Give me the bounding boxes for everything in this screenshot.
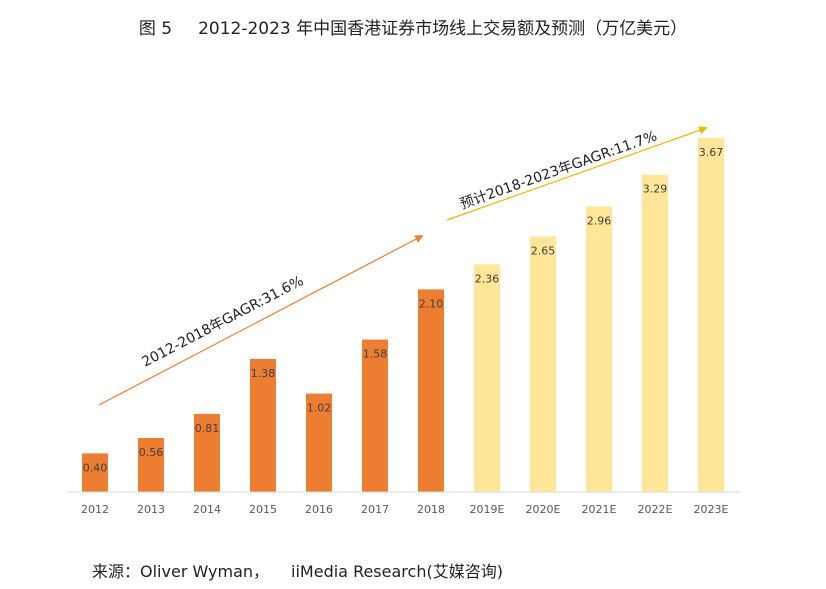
- data-label-2022e: 3.29: [643, 183, 668, 196]
- x-tick-2015: 2015: [249, 503, 277, 516]
- bars-layer: 0.40 0.56 0.81 1.38 1.02 1.58 2.10 2.36 2.65 2.96…: [82, 138, 724, 492]
- source-item-iimedia: iiMedia Research(艾媒咨询): [291, 562, 503, 581]
- growth-arrow-2018-2023: [446, 126, 708, 221]
- x-tick-2020e: 2020E: [526, 503, 561, 516]
- x-tick-2017: 2017: [361, 503, 389, 516]
- x-tick-2013: 2013: [137, 503, 165, 516]
- bar-2012: [82, 453, 108, 492]
- data-label-2020e: 2.65: [531, 244, 556, 257]
- bar-2023e: [698, 138, 724, 492]
- data-label-2015: 1.38: [251, 367, 276, 380]
- bar-2016: [306, 393, 332, 492]
- cagr-label-actual: 2012-2018年GAGR:31.6%: [139, 273, 306, 370]
- x-tick-2023e: 2023E: [694, 503, 729, 516]
- bar-2019e: [474, 264, 500, 492]
- data-label-2023e: 3.67: [699, 146, 724, 159]
- bar-2017: [362, 339, 388, 492]
- data-label-2017: 1.58: [363, 348, 388, 361]
- x-tick-2022e: 2022E: [638, 503, 673, 516]
- source-label: 来源：: [92, 562, 141, 581]
- figure-title: 图 5 2012-2023 年中国香港证券市场线上交易额及预测（万亿美元）: [0, 14, 826, 39]
- growth-annotations: 2012-2018年GAGR:31.6% 预计2018-2023年GAGR:11…: [98, 126, 708, 406]
- x-tick-2016: 2016: [305, 503, 333, 516]
- x-tick-2018: 2018: [417, 503, 445, 516]
- data-label-2012: 0.40: [83, 461, 108, 474]
- figure-title-text: 2012-2023 年中国香港证券市场线上交易额及预测（万亿美元）: [198, 19, 688, 39]
- data-label-2016: 1.02: [307, 402, 332, 415]
- growth-arrow-2012-2018: [98, 235, 424, 406]
- source-item-oliver-wyman: Oliver Wyman，: [140, 562, 270, 581]
- data-label-2019e: 2.36: [475, 272, 500, 285]
- data-label-2021e: 2.96: [587, 215, 612, 228]
- x-tick-labels: 2012 2013 2014 2015 2016 2017 2018 2019E 2020E 20…: [81, 503, 729, 516]
- figure-number: 图 5: [138, 19, 173, 39]
- x-tick-2014: 2014: [193, 503, 221, 516]
- x-tick-2021e: 2021E: [582, 503, 617, 516]
- x-tick-2012: 2012: [81, 503, 109, 516]
- bar-2018: [418, 289, 444, 492]
- cagr-label-forecast: 预计2018-2023年GAGR:11.7%: [458, 128, 659, 212]
- source-note: 来源：Oliver Wyman， iiMedia Research(艾媒咨询): [92, 558, 503, 582]
- bar-2013: [138, 438, 164, 492]
- data-label-2018: 2.10: [419, 297, 444, 310]
- bar-2015: [250, 358, 276, 492]
- bar-2020e: [530, 236, 556, 492]
- bar-2022e: [642, 174, 668, 492]
- bar-2021e: [586, 206, 612, 492]
- x-tick-2019e: 2019E: [470, 503, 505, 516]
- data-label-2013: 0.56: [139, 446, 164, 459]
- data-label-2014: 0.81: [195, 422, 220, 435]
- bar-2014: [194, 413, 220, 492]
